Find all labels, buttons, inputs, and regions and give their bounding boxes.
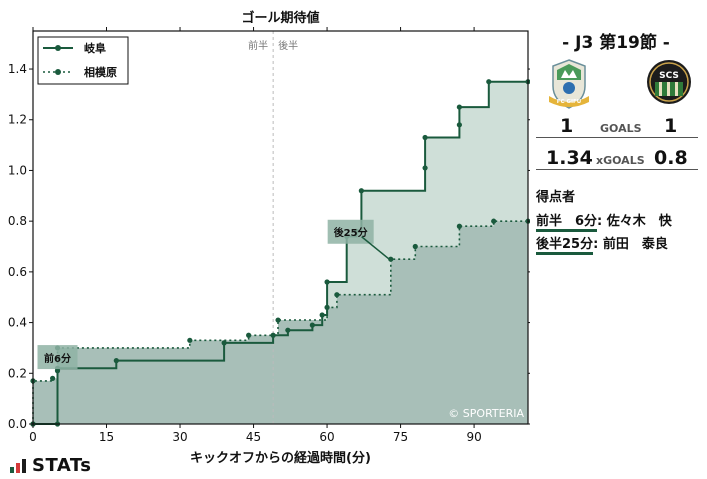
home-data-point bbox=[422, 134, 428, 141]
home-goals: 1 bbox=[560, 115, 574, 137]
plot-frame bbox=[32, 30, 529, 425]
legend-home-marker bbox=[55, 45, 61, 51]
stats-logo-icon bbox=[10, 459, 26, 473]
home-xg: 1.34 bbox=[546, 147, 593, 169]
y-tick-label: 1.2 bbox=[8, 113, 27, 127]
x-axis-label: キックオフからの経過時間(分) bbox=[190, 450, 371, 466]
goal-marker-box bbox=[37, 345, 78, 370]
brand-name: STATs bbox=[32, 455, 92, 476]
away-data-point bbox=[246, 332, 252, 338]
scorer-name: : 佐々木 快 bbox=[597, 214, 672, 229]
x-tick-label: 30 bbox=[172, 430, 187, 444]
chart-title: ゴール期待値 bbox=[241, 10, 319, 26]
scs-logo-text: SCS bbox=[659, 71, 679, 81]
away-data-point bbox=[187, 337, 193, 343]
home-data-point bbox=[285, 327, 291, 333]
x-tick-label: 45 bbox=[246, 430, 261, 444]
scorer-time: 後半25分 bbox=[536, 237, 594, 255]
home-data-point bbox=[324, 279, 330, 285]
home-data-point bbox=[309, 322, 315, 328]
y-tick-label: 0.0 bbox=[8, 417, 27, 431]
x-tick-label: 15 bbox=[99, 430, 114, 444]
away-data-point bbox=[275, 317, 281, 323]
y-tick-label: 0.4 bbox=[8, 316, 27, 330]
xgoals-label: xGOALS bbox=[596, 154, 645, 167]
watermark: © SPORTERIA bbox=[448, 407, 524, 420]
scorers-title: 得点者 bbox=[536, 190, 576, 205]
home-series-line bbox=[33, 80, 528, 425]
away-data-point bbox=[412, 243, 418, 250]
goal-marker-label: 前6分 bbox=[44, 352, 71, 365]
home-data-point bbox=[358, 188, 364, 194]
home-data-point bbox=[221, 340, 227, 346]
scs-sagamihara-crest-icon: SCS bbox=[647, 60, 691, 104]
away-data-point bbox=[324, 304, 330, 310]
scorer-item: 前半 6分: 佐々木 快 bbox=[536, 210, 672, 232]
away-data-point bbox=[491, 218, 497, 224]
home-data-point bbox=[270, 332, 276, 338]
away-data-point bbox=[456, 223, 462, 229]
match-title: - J3 第19節 - bbox=[562, 33, 670, 53]
legend-away-label: 相模原 bbox=[84, 65, 117, 79]
y-tick-label: 0.6 bbox=[8, 265, 27, 279]
y-tick-label: 0.8 bbox=[8, 214, 27, 228]
away-series-line bbox=[32, 220, 528, 424]
home-data-point bbox=[456, 122, 462, 128]
scorer-item: 後半25分: 前田 泰良 bbox=[536, 233, 668, 255]
home-data-point bbox=[456, 104, 462, 110]
away-goals: 1 bbox=[664, 115, 678, 137]
home-data-point bbox=[113, 358, 119, 364]
second-half-label: 後半 bbox=[278, 39, 298, 52]
away-data-point bbox=[388, 256, 394, 262]
goals-row: 1 GOALS 1 bbox=[536, 112, 698, 138]
home-data-point bbox=[422, 165, 428, 171]
y-tick-label: 0.2 bbox=[8, 366, 27, 380]
home-data-point bbox=[486, 79, 492, 85]
away-data-point bbox=[334, 292, 340, 298]
goal-marker-pointer bbox=[361, 236, 392, 262]
away-xg: 0.8 bbox=[654, 147, 688, 169]
away-area bbox=[33, 221, 528, 424]
y-tick-label: 1.0 bbox=[8, 163, 27, 177]
legend-home-label: 岐阜 bbox=[84, 41, 106, 55]
x-tick-label: 90 bbox=[466, 430, 481, 444]
scorer-name: : 前田 泰良 bbox=[593, 237, 668, 252]
scorer-time: 前半 6分 bbox=[536, 214, 598, 232]
fc-gifu-crest-icon: FC GIFU bbox=[549, 59, 589, 109]
y-tick-label: 1.4 bbox=[8, 62, 27, 76]
x-tick-label: 75 bbox=[393, 430, 408, 444]
x-tick-label: 0 bbox=[29, 430, 37, 444]
home-data-point bbox=[319, 312, 325, 318]
away-data-point bbox=[50, 375, 56, 381]
fc-gifu-logo-text: FC GIFU bbox=[557, 99, 582, 105]
goals-label: GOALS bbox=[600, 122, 642, 135]
xgoals-row: 1.34 xGOALS 0.8 bbox=[536, 145, 698, 170]
legend-box bbox=[37, 36, 129, 85]
goal-marker-label: 後25分 bbox=[334, 226, 368, 239]
legend-away-marker bbox=[55, 69, 61, 75]
x-tick-label: 60 bbox=[319, 430, 334, 444]
first-half-label: 前半 bbox=[248, 39, 268, 52]
